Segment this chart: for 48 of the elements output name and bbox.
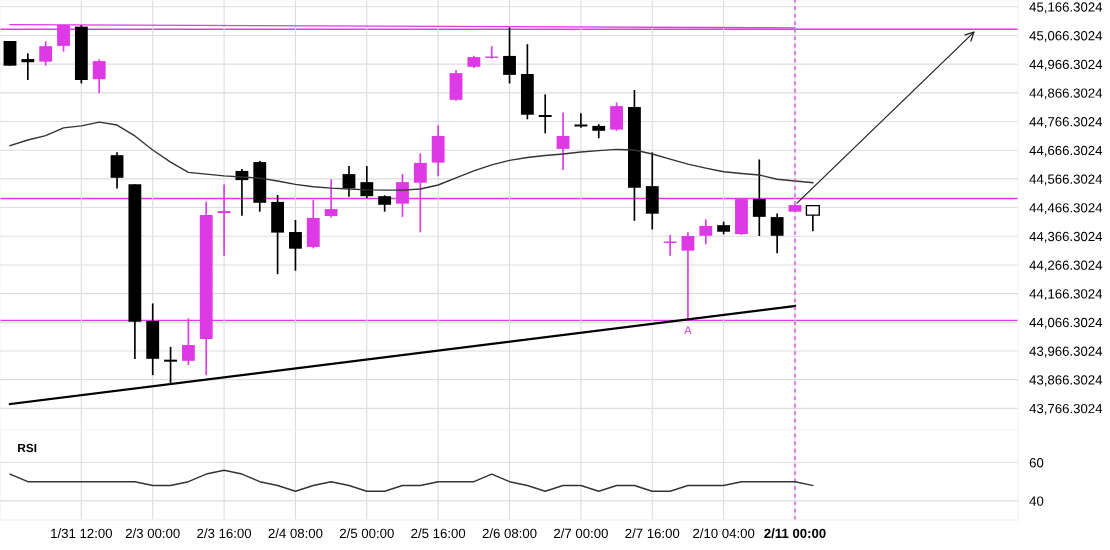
candlestick <box>289 219 302 272</box>
x-tick-label: 1/31 12:00 <box>51 528 113 539</box>
x-tick-label: 2/5 16:00 <box>411 528 466 539</box>
y-tick-label: 44,766.3024 <box>1029 117 1103 128</box>
candlestick <box>681 231 695 321</box>
y-tick-label: 44,466.3024 <box>1029 203 1103 215</box>
y-tick-label: 44,166.3024 <box>1029 289 1103 301</box>
x-tick-label: 2/5 00:00 <box>339 528 394 539</box>
y-tick-label: 44,866.3024 <box>1029 88 1103 100</box>
x-tick-label: 2/4 08:00 <box>268 528 323 539</box>
y-tick-label: 44,366.3024 <box>1029 231 1103 243</box>
candlestick <box>610 101 623 132</box>
y-tick-label: 44,966.3024 <box>1029 59 1103 71</box>
y-tick-label: 44,266.3024 <box>1029 260 1103 272</box>
candlestick <box>21 52 35 81</box>
y-tick-label: 45,066.3024 <box>1029 31 1103 42</box>
y-tick-label: 43,866.3024 <box>1029 375 1103 387</box>
y-tick-label: 40 <box>1029 496 1044 506</box>
line-series <box>9 469 814 492</box>
y-tick-label: 44,566.3024 <box>1029 174 1103 186</box>
y-tick-label: 60 <box>1029 458 1044 468</box>
candlestick <box>92 58 106 95</box>
y-tick-label: 44,066.3024 <box>1029 317 1103 329</box>
x-tick-label: 2/7 16:00 <box>625 528 680 539</box>
candlestick <box>39 40 53 67</box>
candlestick <box>538 93 552 135</box>
candlestick <box>699 218 713 246</box>
annotation: A <box>684 326 692 334</box>
x-tick-label: 2/6 08:00 <box>482 528 537 539</box>
candlestick <box>805 204 820 233</box>
candlestick <box>164 345 177 385</box>
x-tick-label: 2/11 00:00 <box>764 528 826 539</box>
candlestick <box>556 111 570 171</box>
candlestick <box>752 158 766 237</box>
x-tick-label: 2/7 00:00 <box>554 528 608 539</box>
y-tick-label: 43,766.3024 <box>1029 403 1103 415</box>
candlestick <box>770 212 784 255</box>
candlestick <box>110 151 124 190</box>
candlestick <box>342 165 356 198</box>
candlestick <box>574 112 588 129</box>
x-tick-label: 2/3 00:00 <box>125 528 180 539</box>
x-tick-label: 2/10 04:00 <box>693 528 755 539</box>
text: RSI <box>18 443 37 453</box>
y-tick-label: 44,666.3024 <box>1029 145 1103 157</box>
y-tick-label: 43,966.3024 <box>1029 346 1103 358</box>
y-tick-label: 45,166.3024 <box>1029 2 1103 14</box>
candlestick <box>503 26 516 85</box>
x-tick-label: 2/3 16:00 <box>197 528 252 539</box>
